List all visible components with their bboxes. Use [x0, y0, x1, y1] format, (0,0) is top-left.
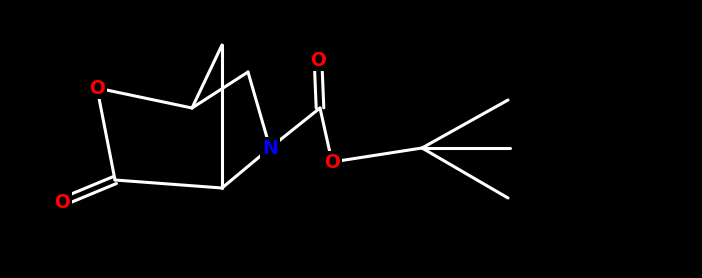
Text: O: O — [324, 153, 340, 172]
Text: O: O — [310, 51, 326, 70]
Text: N: N — [262, 138, 278, 158]
Text: O: O — [89, 78, 105, 98]
Text: O: O — [54, 192, 70, 212]
